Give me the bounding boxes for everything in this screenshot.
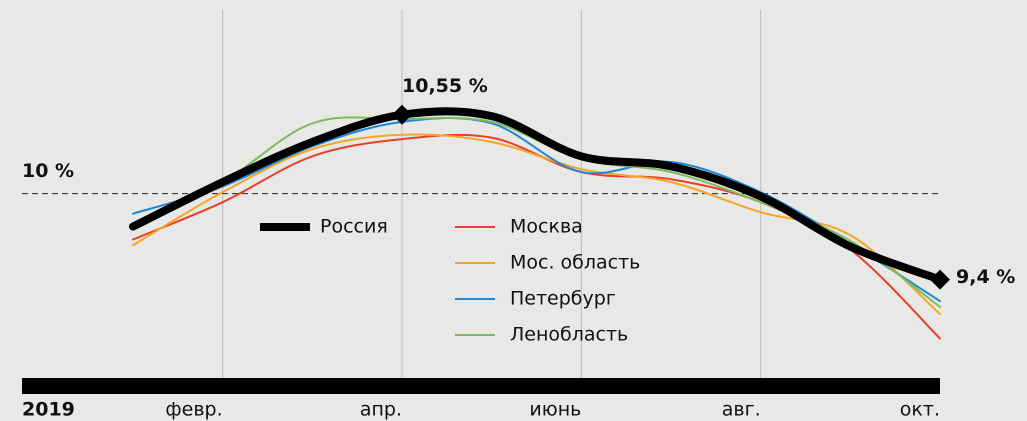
- x-tick-label: авг.: [722, 399, 761, 421]
- reference-label: 10 %: [22, 160, 74, 182]
- time-bar: [22, 378, 940, 394]
- x-tick-label: июнь: [529, 399, 581, 421]
- series-line: [129, 107, 944, 284]
- annotation-marker: [392, 104, 412, 125]
- legend-label: Ленобласть: [510, 324, 628, 346]
- x-tick-label: февр.: [165, 399, 222, 421]
- x-tick-label: апр.: [360, 399, 402, 421]
- annotation-label: 9,4 %: [956, 266, 1015, 288]
- year-label: 2019: [22, 399, 75, 421]
- legend-label: Петербург: [510, 288, 616, 310]
- x-tick-label: окт.: [900, 399, 940, 421]
- legend-label: Мос. область: [510, 252, 640, 274]
- annotation-label: 10,55 %: [402, 75, 488, 97]
- series-line: [132, 116, 941, 308]
- legend-label: Россия: [320, 216, 388, 238]
- legend-label: Москва: [510, 216, 583, 238]
- annotation-marker: [930, 269, 950, 290]
- series-line: [132, 117, 941, 303]
